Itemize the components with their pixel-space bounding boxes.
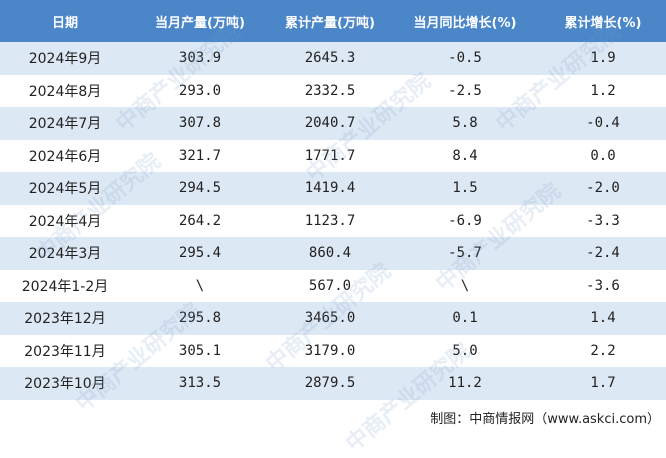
table-cell: 1419.4 — [270, 172, 390, 205]
data-table: 日期 当月产量(万吨) 累计产量(万吨) 当月同比增长(%) 累计增长(%) 2024年… — [0, 0, 666, 400]
table-cell: 2024年4月 — [28, 213, 102, 230]
table-cell: 293.0 — [178, 82, 222, 99]
header-cell: 累计产量(万吨) — [270, 0, 390, 42]
table-cell: 2332.5 — [304, 82, 356, 99]
table-cell: \ — [460, 277, 470, 294]
table-cell: -3.3 — [586, 212, 620, 229]
table-row: 2024年1-2月 \ 567.0 \ -3.6 — [0, 270, 666, 303]
table-cell: -2.0 — [540, 172, 666, 205]
table-cell: 264.2 — [178, 212, 222, 229]
table-row: 2023年10月 313.5 2879.5 11.2 1.7 — [0, 367, 666, 400]
table-cell: \ — [195, 277, 205, 294]
table-cell: 3465.0 — [270, 302, 390, 335]
header-cell: 累计增长(%) — [540, 0, 666, 42]
table-cell: 2023年10月 — [0, 367, 130, 400]
table-cell: -5.7 — [390, 237, 540, 270]
table-cell: 2024年6月 — [28, 148, 102, 165]
table-cell: 1.9 — [540, 42, 666, 75]
table-cell: 860.4 — [270, 237, 390, 270]
header-cell: 当月产量(万吨) — [130, 0, 270, 42]
table-cell: 321.7 — [178, 147, 222, 164]
table-cell: 2024年3月 — [0, 237, 130, 270]
table-row: 2024年8月 293.0 2332.5 -2.5 1.2 — [0, 75, 666, 108]
header-cell: 当月同比增长(%) — [390, 0, 540, 42]
table-row: 2024年6月 321.7 1771.7 8.4 0.0 — [0, 140, 666, 173]
table-cell: 2023年12月 — [0, 302, 130, 335]
table-cell: 3179.0 — [304, 342, 356, 359]
table-cell: 2040.7 — [270, 107, 390, 140]
table-cell: 294.5 — [130, 172, 270, 205]
table-body: 2024年9月 303.9 2645.3 -0.5 1.9 2024年8月 293.0 233… — [0, 42, 666, 400]
header-cell: 日期 — [0, 0, 130, 42]
table-cell: -3.6 — [586, 277, 620, 294]
table-cell: 2024年5月 — [0, 172, 130, 205]
table-cell: -0.4 — [540, 107, 666, 140]
table-cell: 5.0 — [452, 342, 478, 359]
table-row: 2024年4月 264.2 1123.7 -6.9 -3.3 — [0, 205, 666, 238]
table-cell: 2023年11月 — [24, 343, 106, 360]
table-cell: 11.2 — [390, 367, 540, 400]
table-cell: 313.5 — [130, 367, 270, 400]
table-row: 2024年7月 307.8 2040.7 5.8 -0.4 — [0, 107, 666, 140]
table-row: 2024年3月 295.4 860.4 -5.7 -2.4 — [0, 237, 666, 270]
table-cell: 2024年8月 — [28, 83, 102, 100]
table-cell: -6.9 — [448, 212, 482, 229]
table-cell: 1.2 — [590, 82, 616, 99]
source-note: 制图：中商情报网（www.askci.com） — [430, 412, 660, 427]
table-cell: -2.4 — [540, 237, 666, 270]
header-row: 日期 当月产量(万吨) 累计产量(万吨) 当月同比增长(%) 累计增长(%) — [0, 0, 666, 42]
table-cell: 2879.5 — [270, 367, 390, 400]
table-row: 2023年12月 295.8 3465.0 0.1 1.4 — [0, 302, 666, 335]
table-cell: 2024年7月 — [0, 107, 130, 140]
table-cell: 2645.3 — [270, 42, 390, 75]
table-cell: 1771.7 — [304, 147, 356, 164]
table-cell: 305.1 — [178, 342, 222, 359]
table-cell: 8.4 — [452, 147, 478, 164]
table-cell: -0.5 — [390, 42, 540, 75]
table-cell: 2024年9月 — [0, 42, 130, 75]
table-cell: 1123.7 — [304, 212, 356, 229]
table-row: 2024年5月 294.5 1419.4 1.5 -2.0 — [0, 172, 666, 205]
table-cell: -2.5 — [448, 82, 482, 99]
table-cell: 2024年1-2月 — [21, 278, 109, 295]
table-cell: 1.7 — [540, 367, 666, 400]
table-cell: 567.0 — [308, 277, 352, 294]
table-cell: 0.1 — [390, 302, 540, 335]
table-cell: 5.8 — [390, 107, 540, 140]
table-cell: 307.8 — [130, 107, 270, 140]
table-cell: 295.8 — [130, 302, 270, 335]
table-cell: 2.2 — [590, 342, 616, 359]
table-cell: 0.0 — [590, 147, 616, 164]
table-cell: 1.4 — [540, 302, 666, 335]
table-cell: 295.4 — [130, 237, 270, 270]
table-cell: 1.5 — [390, 172, 540, 205]
table-row: 2024年9月 303.9 2645.3 -0.5 1.9 — [0, 42, 666, 75]
table-row: 2023年11月 305.1 3179.0 5.0 2.2 — [0, 335, 666, 368]
table-cell: 303.9 — [130, 42, 270, 75]
